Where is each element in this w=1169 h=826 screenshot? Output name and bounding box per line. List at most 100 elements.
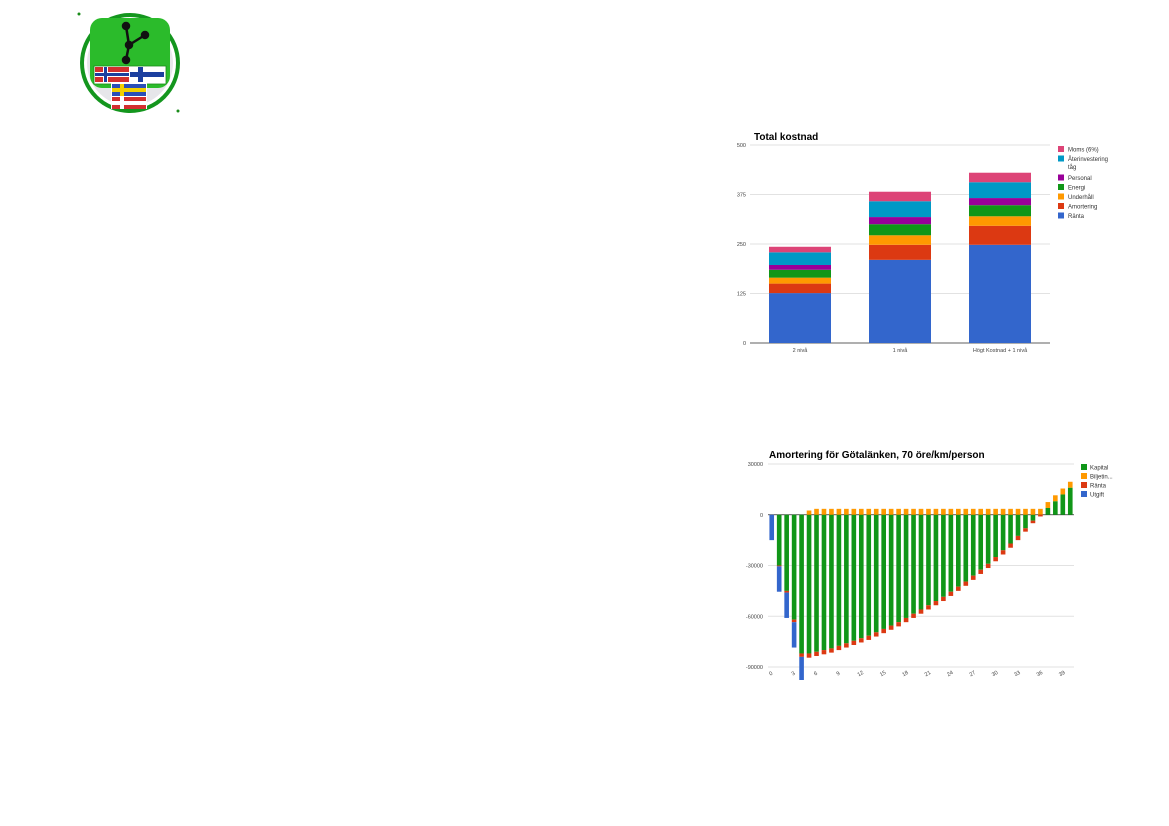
bar-segment bbox=[985, 508, 991, 515]
bar-segment bbox=[941, 508, 946, 515]
bar-segment bbox=[866, 508, 872, 515]
y-tick-label: 30000 bbox=[748, 462, 763, 468]
total-cost-chart: Total kostnad 0 125 250 375 500 2 nivå 1 nivå Hö… bbox=[730, 125, 1120, 360]
bar-segment bbox=[903, 617, 909, 623]
bar-segment bbox=[941, 596, 946, 602]
bar-segment bbox=[993, 557, 998, 562]
bar-segment bbox=[970, 508, 976, 515]
bar-segment bbox=[869, 244, 931, 260]
x-tick-label: 9 bbox=[836, 671, 842, 678]
bar-segment bbox=[1067, 487, 1073, 515]
legend-label: Amortering bbox=[1068, 205, 1097, 211]
legend-label: Ränta bbox=[1068, 214, 1085, 220]
legend-swatch bbox=[1081, 491, 1087, 497]
bar-segment bbox=[1030, 508, 1036, 515]
bar-segment bbox=[769, 283, 831, 294]
bar-segment bbox=[969, 216, 1031, 226]
legend-swatch bbox=[1081, 464, 1087, 470]
chart-title: Amortering för Götalänken, 70 öre/km/per… bbox=[769, 450, 985, 461]
bar-segment bbox=[1045, 502, 1051, 508]
bar-segment bbox=[1045, 507, 1051, 515]
bar-segment bbox=[993, 514, 998, 558]
bar-segment bbox=[1067, 481, 1073, 488]
bar-segment bbox=[1000, 508, 1006, 515]
bar-segment bbox=[918, 514, 924, 610]
bar-segment bbox=[985, 514, 991, 564]
y-tick-label: 250 bbox=[737, 242, 746, 248]
y-tick-label: 0 bbox=[760, 513, 763, 519]
bar-segment bbox=[956, 514, 961, 587]
bar-segment bbox=[1053, 501, 1058, 515]
total-cost-chart-svg: Total kostnad 0 125 250 375 500 2 nivå 1 nivå Hö… bbox=[737, 132, 1108, 354]
bar-segment bbox=[903, 514, 909, 618]
bar-segment bbox=[978, 569, 984, 574]
bar-segment bbox=[941, 514, 946, 597]
bar-segment bbox=[844, 643, 849, 648]
bar-segment bbox=[926, 605, 931, 610]
bar-segment bbox=[888, 508, 894, 515]
bar-segment bbox=[1030, 514, 1036, 521]
bar-segment bbox=[836, 645, 842, 651]
bar-segment bbox=[888, 625, 894, 630]
bar-segment bbox=[969, 225, 1031, 245]
bar-segment bbox=[858, 508, 864, 515]
x-tick-label: 12 bbox=[857, 670, 865, 678]
legend-swatch bbox=[1058, 155, 1064, 162]
bar-segment bbox=[806, 653, 812, 658]
bar-segment bbox=[956, 508, 961, 515]
bar-segment bbox=[1008, 543, 1013, 548]
bar-segment bbox=[1053, 495, 1058, 502]
bar-segment bbox=[1000, 550, 1006, 555]
bar-segment bbox=[1023, 508, 1028, 515]
bar-segment bbox=[821, 514, 827, 651]
bar-segment bbox=[799, 514, 804, 654]
legend-label: Underhåll bbox=[1068, 194, 1094, 201]
bar-segment bbox=[821, 650, 827, 655]
bar-segment bbox=[851, 508, 857, 515]
bar-segment bbox=[1015, 508, 1021, 515]
bar-segment bbox=[869, 259, 931, 343]
x-tick-label: 0 bbox=[768, 671, 774, 678]
bar-segment bbox=[784, 514, 789, 591]
bar-segment bbox=[1023, 514, 1028, 529]
bar-segment bbox=[881, 628, 886, 634]
bar-segment bbox=[881, 514, 886, 629]
bar-segment bbox=[821, 508, 827, 515]
bar-segment bbox=[963, 508, 969, 515]
bar-segment bbox=[769, 246, 831, 253]
bar-segment bbox=[911, 613, 916, 618]
bar-segment bbox=[993, 508, 998, 515]
legend-swatch bbox=[1058, 146, 1064, 152]
bar-segment bbox=[844, 514, 849, 644]
bar-segment bbox=[918, 508, 924, 515]
bar-segment bbox=[881, 508, 886, 515]
bar-segment bbox=[1008, 514, 1013, 544]
x-tick-label: 6 bbox=[813, 671, 819, 678]
bar-segment bbox=[896, 622, 901, 627]
bar-segment bbox=[776, 514, 782, 566]
bar-segment bbox=[933, 601, 939, 606]
bar-segment bbox=[1060, 494, 1066, 515]
bar-segment bbox=[769, 293, 831, 343]
bar-segment bbox=[911, 514, 916, 614]
bar-segment bbox=[844, 508, 849, 515]
bar-segment bbox=[948, 591, 954, 596]
chart-legend: Kapital Biljetin... Ränta Utgift bbox=[1081, 464, 1113, 499]
bar-segment bbox=[948, 514, 954, 592]
bar-segment bbox=[956, 586, 961, 591]
bar-segment bbox=[806, 514, 812, 654]
x-tick-label: 36 bbox=[1036, 670, 1044, 678]
x-tick-label: 24 bbox=[946, 670, 954, 678]
bar-segment bbox=[869, 201, 931, 218]
legend-label: Återinvestering tåg bbox=[1068, 156, 1108, 171]
legend-label: Ränta bbox=[1090, 484, 1107, 490]
bar-segment bbox=[806, 510, 812, 515]
bar-segment bbox=[1030, 520, 1036, 524]
y-tick-label: 500 bbox=[737, 143, 746, 149]
bar-segment bbox=[1015, 514, 1021, 536]
x-tick-label: Högt Kostnad + 1 nivå bbox=[973, 347, 1028, 354]
x-tick-label: 30 bbox=[991, 670, 999, 678]
bar-segment bbox=[866, 514, 872, 636]
legend-swatch bbox=[1058, 193, 1064, 200]
bar-segment bbox=[896, 508, 901, 515]
